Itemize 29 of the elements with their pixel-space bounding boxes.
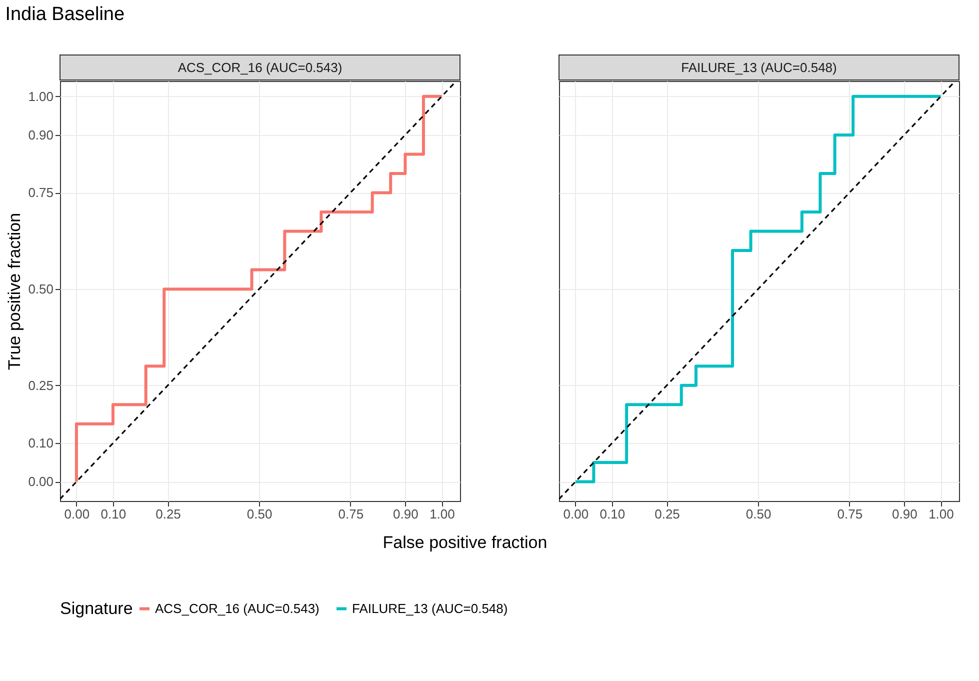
x-tick-label: 0.90 xyxy=(892,506,918,522)
x-tick-label: 0.90 xyxy=(393,506,418,522)
y-tick-label: 0.75 xyxy=(28,185,54,200)
legend-label: ACS_COR_16 (AUC=0.543) xyxy=(155,600,320,616)
y-tick-label: 1.00 xyxy=(28,88,54,104)
x-tick-label: 0.00 xyxy=(64,506,90,522)
legend-title: Signature xyxy=(60,599,133,618)
y-tick-label: 0.00 xyxy=(28,474,54,490)
x-tick-label: 0.00 xyxy=(563,506,589,522)
y-tick-label: 0.90 xyxy=(28,127,54,142)
x-tick-label: 0.25 xyxy=(156,506,181,522)
y-tick-label: 0.50 xyxy=(28,282,54,297)
x-tick-label: 0.75 xyxy=(338,506,364,522)
y-tick-label: 0.10 xyxy=(28,436,54,451)
x-tick-label: 0.10 xyxy=(100,506,126,522)
x-tick-label: 0.25 xyxy=(654,506,680,522)
chart-subtitle: ACS_COR_16 (AUC=0.543) xyxy=(178,60,342,75)
chart-title: India Baseline xyxy=(5,4,125,25)
x-axis-title: False positive fraction xyxy=(382,533,548,552)
x-tick-label: 1.00 xyxy=(430,506,455,522)
x-tick-label: 0.50 xyxy=(746,506,772,522)
x-tick-label: 0.50 xyxy=(246,506,272,522)
y-tick-label: 0.25 xyxy=(28,378,54,393)
x-tick-label: 1.00 xyxy=(928,506,954,522)
legend-label: FAILURE_13 (AUC=0.548) xyxy=(352,600,508,616)
x-tick-label: 0.10 xyxy=(600,506,626,522)
chart-subtitle: FAILURE_13 (AUC=0.548) xyxy=(681,60,837,75)
x-tick-label: 0.75 xyxy=(837,506,863,522)
y-axis-title: True positive fraction xyxy=(5,212,24,370)
